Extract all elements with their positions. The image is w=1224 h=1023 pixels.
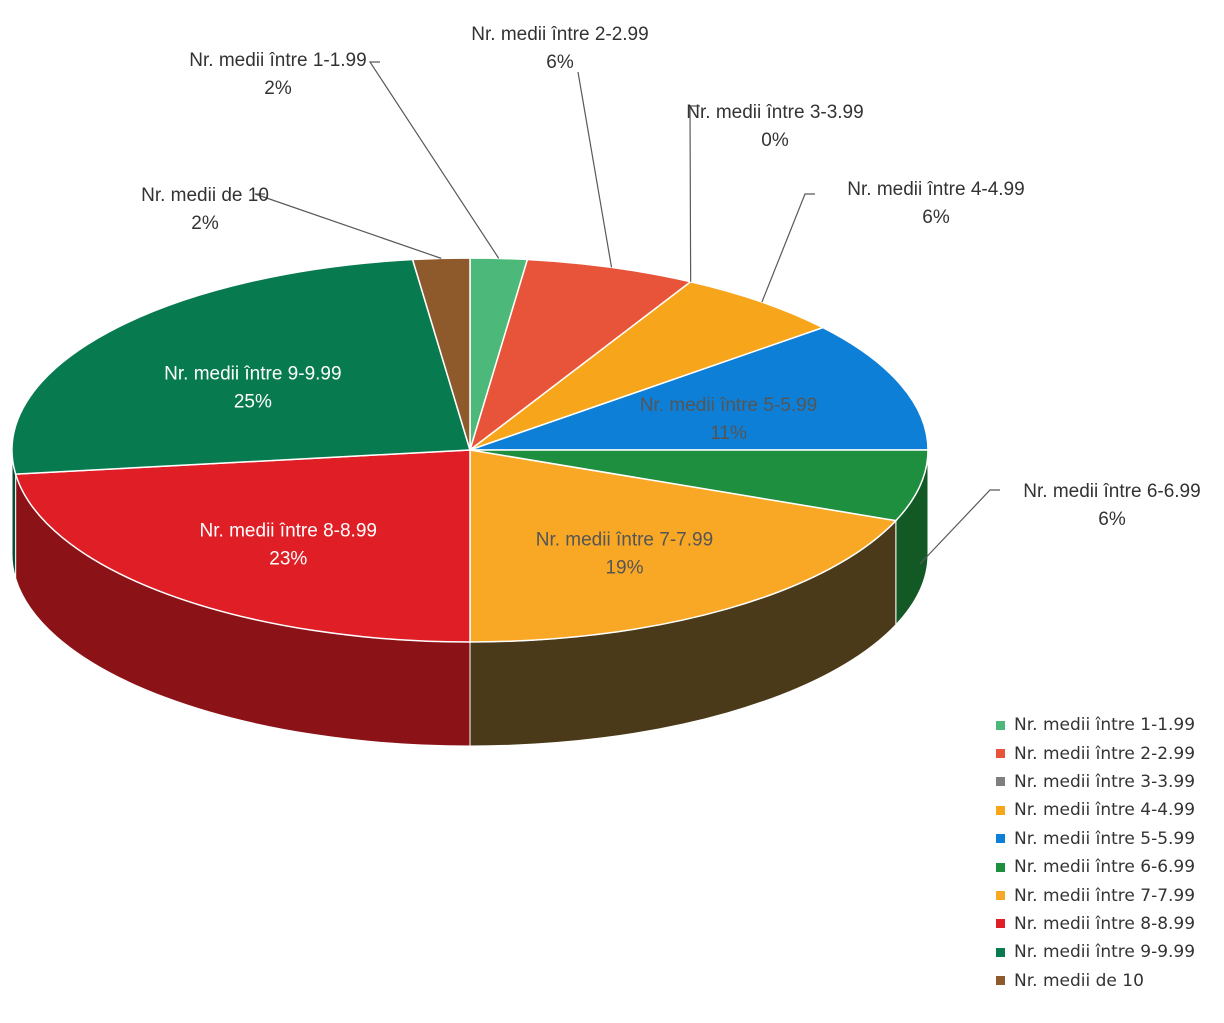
data-label-name: Nr. medii între 9-9.99 bbox=[164, 363, 341, 384]
pie-slice bbox=[469, 326, 929, 451]
leader-lines bbox=[254, 61, 1000, 565]
data-label-value: 11% bbox=[710, 423, 747, 444]
data-label-value: 0% bbox=[761, 130, 789, 151]
leader-line bbox=[689, 105, 700, 282]
leader-line bbox=[368, 61, 500, 259]
data-label-name: Nr. medii între 5-5.99 bbox=[640, 395, 817, 416]
leader-line bbox=[761, 193, 815, 303]
data-label-name: Nr. medii între 3-3.99 bbox=[686, 102, 863, 123]
legend-swatch bbox=[996, 777, 1005, 787]
pie-slice bbox=[469, 449, 929, 522]
legend-label: Nr. medii între 2-2.99 bbox=[1014, 743, 1196, 764]
pie-slice bbox=[14, 449, 471, 643]
data-label-name: Nr. medii între 2-2.99 bbox=[471, 24, 648, 45]
data-label-name: Nr. medii între 4-4.99 bbox=[847, 179, 1024, 200]
legend-swatch bbox=[996, 720, 1005, 730]
legend-item: Nr. medii între 5-5.99 bbox=[996, 825, 1195, 853]
pie-side-walls bbox=[11, 449, 929, 747]
pie-slice bbox=[469, 280, 825, 451]
data-label-value: 6% bbox=[1098, 509, 1126, 530]
pie-slice bbox=[469, 449, 898, 643]
legend-item: Nr. medii între 6-6.99 bbox=[996, 853, 1195, 881]
data-label-name: Nr. medii de 10 bbox=[141, 185, 269, 206]
leader-line bbox=[919, 489, 1000, 565]
legend-swatch bbox=[996, 947, 1005, 957]
legend-item: Nr. medii între 2-2.99 bbox=[996, 739, 1195, 767]
legend-label: Nr. medii între 3-3.99 bbox=[1014, 771, 1196, 792]
legend-swatch bbox=[996, 749, 1005, 759]
legend-item: Nr. medii între 7-7.99 bbox=[996, 881, 1195, 909]
pie-slices bbox=[11, 257, 929, 643]
data-label-name: Nr. medii între 7-7.99 bbox=[536, 529, 713, 550]
legend-label: Nr. medii de 10 bbox=[1014, 970, 1144, 991]
data-label-value: 23% bbox=[269, 548, 307, 569]
legend-label: Nr. medii între 9-9.99 bbox=[1014, 942, 1196, 963]
legend-swatch bbox=[996, 919, 1005, 929]
data-label-name: Nr. medii între 8-8.99 bbox=[200, 520, 377, 541]
legend-swatch bbox=[996, 805, 1005, 815]
data-label-value: 6% bbox=[546, 52, 574, 73]
legend: Nr. medii între 1-1.99 Nr. medii între 2… bbox=[996, 711, 1195, 995]
pie-slice bbox=[11, 258, 471, 475]
leader-line bbox=[577, 71, 613, 268]
data-label-value: 25% bbox=[234, 391, 272, 412]
legend-item: Nr. medii între 4-4.99 bbox=[996, 796, 1195, 824]
legend-swatch bbox=[996, 976, 1005, 986]
legend-swatch bbox=[996, 834, 1005, 844]
legend-item: Nr. medii între 3-3.99 bbox=[996, 768, 1195, 796]
legend-label: Nr. medii între 7-7.99 bbox=[1014, 885, 1196, 906]
leader-line bbox=[254, 193, 442, 259]
data-label-name: Nr. medii între 6-6.99 bbox=[1023, 481, 1200, 502]
data-label-value: 2% bbox=[264, 78, 292, 99]
legend-label: Nr. medii între 6-6.99 bbox=[1014, 857, 1196, 878]
legend-label: Nr. medii între 8-8.99 bbox=[1014, 913, 1196, 934]
data-label-value: 2% bbox=[191, 213, 219, 234]
data-label-value: 19% bbox=[605, 557, 643, 578]
data-label-name: Nr. medii între 1-1.99 bbox=[189, 50, 366, 71]
legend-item: Nr. medii de 10 bbox=[996, 967, 1195, 995]
legend-label: Nr. medii între 1-1.99 bbox=[1014, 715, 1196, 736]
legend-item: Nr. medii între 1-1.99 bbox=[996, 711, 1195, 739]
legend-item: Nr. medii între 8-8.99 bbox=[996, 910, 1195, 938]
legend-swatch bbox=[996, 891, 1005, 901]
legend-label: Nr. medii între 4-4.99 bbox=[1014, 800, 1196, 821]
legend-swatch bbox=[996, 862, 1005, 872]
legend-item: Nr. medii între 9-9.99 bbox=[996, 938, 1195, 966]
data-labels: Nr. medii între 1-1.99 2% Nr. medii între … bbox=[141, 24, 1201, 578]
data-label-value: 6% bbox=[922, 207, 950, 228]
legend-label: Nr. medii între 5-5.99 bbox=[1014, 828, 1196, 849]
